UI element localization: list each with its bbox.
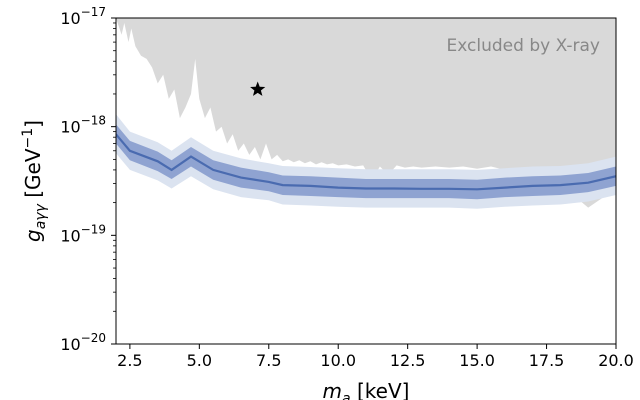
median-line — [116, 133, 616, 191]
x-tick-label: 7.5 — [256, 351, 281, 370]
y-axis: 10−20 10−19 10−18 10−17 — [60, 5, 116, 354]
y-axis-label: gaγγ [GeV−1] — [20, 120, 49, 242]
y-tick-label: 10−19 — [60, 222, 106, 245]
plot-area — [116, 18, 616, 209]
x-tick-label: 5.0 — [187, 351, 212, 370]
band-1sigma — [116, 124, 616, 200]
x-axis: 2.5 5.0 7.5 10.0 12.5 15.0 17.5 20.0 — [117, 344, 634, 370]
x-tick-label: 20.0 — [598, 351, 634, 370]
excluded-region — [116, 18, 616, 208]
y-tick-label: 10−18 — [60, 114, 106, 137]
x-tick-label: 15.0 — [459, 351, 495, 370]
x-tick-label: 17.5 — [529, 351, 565, 370]
star-marker — [250, 81, 266, 96]
x-axis-label: ma [keV] — [323, 379, 410, 400]
x-tick-label: 2.5 — [117, 351, 142, 370]
y-tick-label: 10−20 — [60, 331, 106, 354]
x-tick-label: 10.0 — [320, 351, 356, 370]
y-tick-label: 10−17 — [60, 5, 106, 28]
excluded-annotation: Excluded by X-ray — [447, 36, 600, 56]
x-tick-label: 12.5 — [390, 351, 426, 370]
plot-frame — [115, 17, 617, 345]
